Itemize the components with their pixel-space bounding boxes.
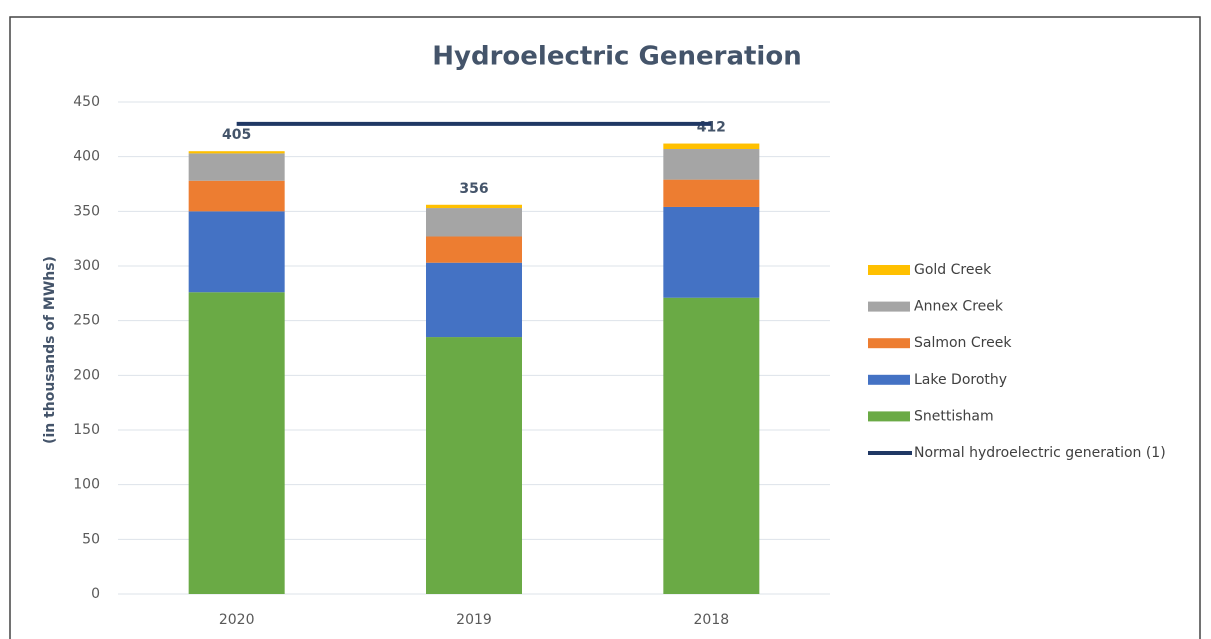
legend-label: Salmon Creek — [914, 335, 1012, 351]
y-tick-label: 0 — [91, 586, 100, 602]
total-label: 356 — [459, 181, 488, 197]
bar-segment — [663, 149, 760, 180]
bar-segment — [663, 143, 760, 150]
legend-label: Normal hydroelectric generation (1) — [914, 445, 1166, 461]
y-tick-label: 200 — [73, 367, 100, 383]
legend-label: Snettisham — [914, 408, 994, 424]
y-tick-label: 100 — [73, 477, 100, 493]
y-tick-label: 350 — [73, 203, 100, 219]
chart-frame — [9, 16, 1201, 639]
legend-label: Lake Dorothy — [914, 372, 1007, 388]
bar-segment — [663, 179, 760, 207]
x-tick-label: 2020 — [219, 612, 255, 628]
bar-segment — [188, 153, 285, 181]
y-tick-label: 400 — [73, 149, 100, 165]
y-tick-label: 300 — [73, 258, 100, 274]
x-tick-label: 2019 — [456, 612, 492, 628]
legend-swatch — [868, 374, 910, 385]
total-label: 405 — [222, 127, 251, 143]
bar-segment — [188, 211, 285, 293]
bar-segment — [663, 297, 760, 594]
bar-segment — [426, 204, 522, 209]
x-tick-label: 2018 — [694, 612, 730, 628]
bar-segment — [426, 337, 522, 594]
y-tick-label: 150 — [73, 422, 100, 438]
chart-title: Hydroelectric Generation — [432, 42, 801, 72]
y-tick-label: 50 — [82, 531, 100, 547]
legend-label: Gold Creek — [914, 262, 992, 278]
legend-swatch — [868, 301, 910, 312]
y-tick-label: 450 — [73, 94, 100, 110]
legend-label: Annex Creek — [914, 299, 1004, 315]
legend-swatch — [868, 265, 910, 275]
bar-segment — [663, 206, 760, 298]
bar-segment — [188, 151, 285, 154]
legend-swatch — [868, 411, 910, 422]
y-axis-label: (in thousands of MWhs) — [42, 256, 58, 444]
bar-segment — [188, 180, 285, 212]
bar-segment — [426, 236, 522, 263]
legend-swatch — [868, 338, 910, 349]
y-tick-label: 250 — [73, 313, 100, 329]
bar-segment — [188, 292, 285, 594]
bar-segment — [426, 262, 522, 338]
bar-segment — [426, 208, 522, 237]
